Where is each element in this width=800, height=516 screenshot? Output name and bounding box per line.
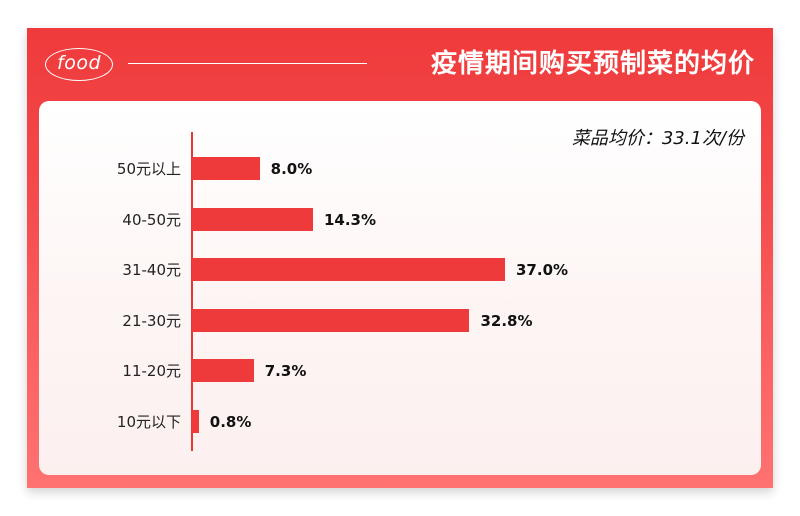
bar-row: 50元以上 8.0% xyxy=(39,157,739,181)
bar-row: 21-30元 32.8% xyxy=(39,308,739,333)
bar xyxy=(192,308,470,332)
bar xyxy=(192,258,505,281)
y-axis-line xyxy=(191,132,193,451)
category-label: 50元以上 xyxy=(116,160,181,178)
bar-row: 40-50元 14.3% xyxy=(39,207,739,232)
chart-title: 疫情期间购买预制菜的均价 xyxy=(430,49,755,79)
food-logo: food xyxy=(45,48,113,81)
average-price-label: 菜品均价：33.1次/份 xyxy=(571,128,744,149)
bar xyxy=(192,409,199,433)
value-label: 37.0% xyxy=(516,261,569,279)
bar xyxy=(192,359,254,382)
category-label: 11-20元 xyxy=(122,362,181,380)
value-label: 0.8% xyxy=(209,412,252,431)
value-label: 14.3% xyxy=(323,210,377,229)
value-label: 32.8% xyxy=(480,311,533,330)
bar xyxy=(192,207,313,231)
header-divider-line xyxy=(128,63,367,64)
value-label: 7.3% xyxy=(264,362,307,380)
value-label: 8.0% xyxy=(270,160,313,178)
category-label: 40-50元 xyxy=(122,210,181,229)
bar-row: 31-40元 37.0% xyxy=(39,258,739,282)
chart-panel: 菜品均价：33.1次/份 50元以上 8.0% 40-50元 14.3% 31-40元 3… xyxy=(39,101,761,475)
bar xyxy=(192,157,260,180)
category-label: 21-30元 xyxy=(122,311,181,330)
category-label: 31-40元 xyxy=(122,261,181,279)
bar-row: 10元以下 0.8% xyxy=(39,409,739,434)
category-label: 10元以下 xyxy=(116,412,181,431)
chart-card: food 疫情期间购买预制菜的均价 菜品均价：33.1次/份 50元以上 8.0%… xyxy=(27,28,773,488)
bar-row: 11-20元 7.3% xyxy=(39,359,739,383)
